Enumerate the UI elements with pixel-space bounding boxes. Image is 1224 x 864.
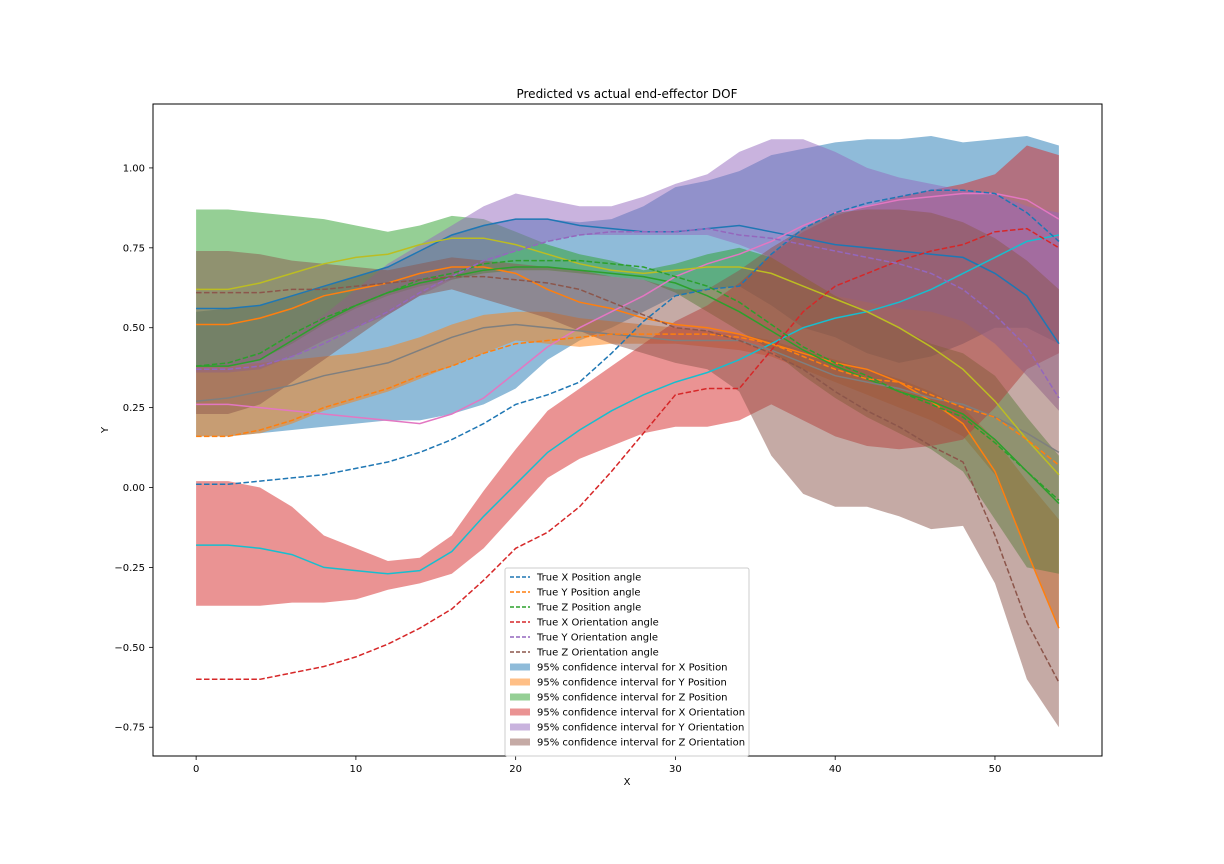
predicted-line-6 [196, 323, 1060, 454]
y-tick-label: −0.25 [114, 563, 145, 574]
y-tick-label: −0.75 [114, 723, 145, 734]
y-axis-label: Y [100, 426, 111, 434]
line-true-y-orientation-angle [196, 227, 1060, 399]
legend-swatch [510, 678, 530, 686]
legend-box [504, 567, 750, 757]
predicted-line-1 [196, 218, 1060, 345]
legend-entry: True Y Orientation angle [536, 633, 658, 644]
y-tick-label: 1.00 [123, 163, 145, 174]
x-axis: 0 10 20 30 40 50 [193, 756, 1001, 775]
x-tick-label: 10 [350, 764, 363, 775]
legend-entry: 95% confidence interval for Y Position [537, 678, 727, 689]
legend-swatch [510, 723, 530, 731]
series-lines [196, 189, 1060, 683]
legend-entry: True Y Position angle [536, 588, 641, 599]
x-tick-label: 30 [669, 764, 682, 775]
legend-entry: 95% confidence interval for Z Position [537, 693, 728, 704]
legend-entry: 95% confidence interval for Y Orientatio… [537, 723, 744, 734]
legend-swatch [510, 738, 530, 746]
legend-swatch [510, 708, 530, 716]
legend-swatch [510, 693, 530, 701]
band-z-orientation [196, 209, 1059, 728]
y-axis: −0.75 −0.50 −0.25 0.00 0.25 0.50 0.75 1.00 [114, 163, 153, 734]
legend-swatch [510, 663, 530, 671]
x-tick-label: 40 [829, 764, 842, 775]
y-tick-label: 0.00 [123, 483, 145, 494]
legend-entry: True X Position angle [536, 573, 641, 584]
y-tick-label: −0.50 [114, 643, 145, 654]
y-tick-label: 0.25 [123, 403, 145, 414]
legend-entry: True Z Orientation angle [536, 648, 659, 659]
y-tick-label: 0.75 [123, 243, 145, 254]
x-tick-label: 50 [989, 764, 1002, 775]
predicted-line-2 [196, 266, 1060, 629]
line-true-y-position-angle [196, 333, 1060, 466]
legend-entry: True Z Position angle [536, 603, 641, 614]
line-true-x-orientation-angle [196, 227, 1060, 681]
legend: True X Position angle True Y Position ang… [504, 567, 750, 757]
band-y-orientation [196, 139, 1059, 411]
predicted-line-7 [196, 237, 1060, 476]
legend-entry: 95% confidence interval for X Orientatio… [537, 708, 745, 719]
x-tick-label: 0 [193, 764, 199, 775]
x-axis-label: X [624, 777, 631, 788]
predicted-line-3 [196, 266, 1060, 505]
line-true-z-position-angle [196, 259, 1060, 501]
legend-entry: 95% confidence interval for X Position [537, 663, 728, 674]
chart-title: Predicted vs actual end-effector DOF [516, 87, 737, 101]
x-tick-label: 20 [509, 764, 522, 775]
legend-entry: True X Orientation angle [536, 618, 659, 629]
predicted-line-4 [196, 234, 1060, 575]
line-true-z-orientation-angle [196, 275, 1060, 683]
legend-entry: 95% confidence interval for Z Orientatio… [537, 738, 745, 749]
y-tick-label: 0.50 [123, 323, 145, 334]
line-true-x-position-angle [196, 189, 1060, 486]
predicted-line-5 [196, 192, 1060, 425]
